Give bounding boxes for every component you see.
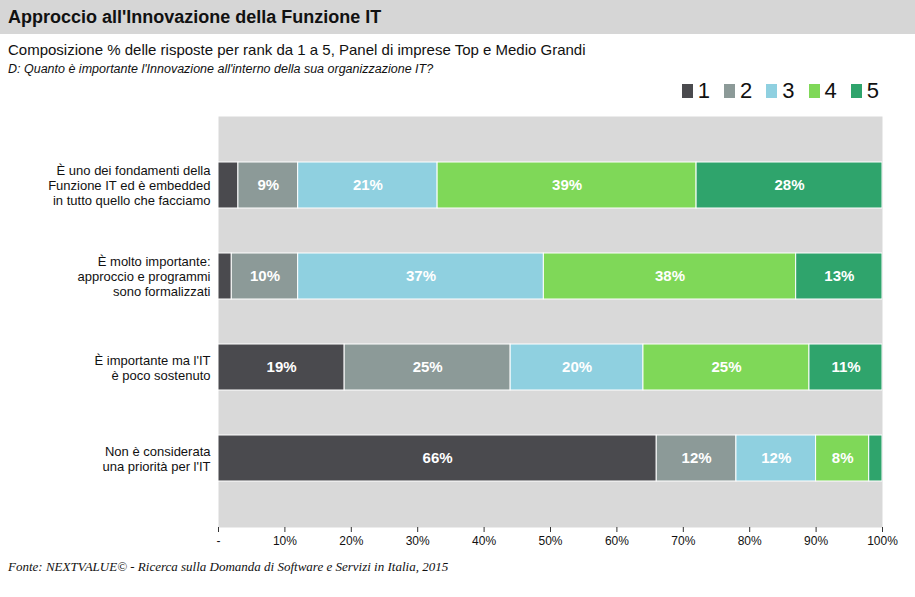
- svg-text:37%: 37%: [406, 267, 436, 284]
- svg-text:21%: 21%: [353, 176, 383, 193]
- svg-text:80%: 80%: [738, 534, 762, 548]
- svg-text:38%: 38%: [655, 267, 685, 284]
- svg-text:40%: 40%: [472, 534, 496, 548]
- svg-text:12%: 12%: [761, 449, 791, 466]
- svg-text:90%: 90%: [804, 534, 828, 548]
- svg-text:8%: 8%: [832, 449, 854, 466]
- svg-text:10%: 10%: [273, 534, 297, 548]
- svg-text:20%: 20%: [339, 534, 363, 548]
- html-text:Approccio all'Innovazione dell: Approccio all'Innovazione della Funzione…: [8, 7, 382, 27]
- html-text:Composizione % delle risposte: Composizione % delle risposte per rank d…: [8, 41, 586, 58]
- html-text:Fonte: NEXTVALUE© - Ricerca su: Fonte: NEXTVALUE© - Ricerca sulla Domand…: [8, 559, 449, 574]
- svg-text:28%: 28%: [775, 176, 805, 193]
- svg-text:È importante ma l'ITè poco sos: È importante ma l'ITè poco sostenuto: [95, 353, 211, 383]
- svg-text:66%: 66%: [423, 449, 453, 466]
- svg-text:13%: 13%: [824, 267, 854, 284]
- html-text:5: 5: [866, 78, 879, 103]
- svg-text:60%: 60%: [605, 534, 629, 548]
- html-text:2: 2: [740, 78, 753, 103]
- html-text:4: 4: [824, 78, 837, 103]
- svg-text:È molto importante:approccio e: È molto importante:approccio e programmi…: [78, 254, 211, 299]
- svg-text:50%: 50%: [538, 534, 562, 548]
- svg-text:12%: 12%: [682, 449, 712, 466]
- html-text:D: Quanto è importante l'Innov: D: Quanto è importante l'Innovazione all…: [8, 62, 434, 76]
- svg-text:9%: 9%: [257, 176, 279, 193]
- svg-text:39%: 39%: [552, 176, 582, 193]
- svg-text:20%: 20%: [562, 358, 592, 375]
- svg-text:-: -: [217, 534, 221, 548]
- svg-text:100%: 100%: [867, 534, 898, 548]
- svg-text:25%: 25%: [413, 358, 443, 375]
- html-text:1: 1: [697, 78, 710, 103]
- html-text:3: 3: [782, 78, 795, 103]
- svg-text:25%: 25%: [711, 358, 741, 375]
- svg-text:70%: 70%: [671, 534, 695, 548]
- svg-text:È uno dei fondamenti dellaFunz: È uno dei fondamenti dellaFunzione IT ed…: [48, 163, 211, 208]
- svg-text:10%: 10%: [250, 267, 280, 284]
- svg-text:Non è consideratauna priorità: Non è consideratauna priorità per l'IT: [103, 444, 212, 474]
- svg-text:30%: 30%: [406, 534, 430, 548]
- svg-text:11%: 11%: [831, 358, 860, 375]
- svg-text:19%: 19%: [267, 358, 297, 375]
